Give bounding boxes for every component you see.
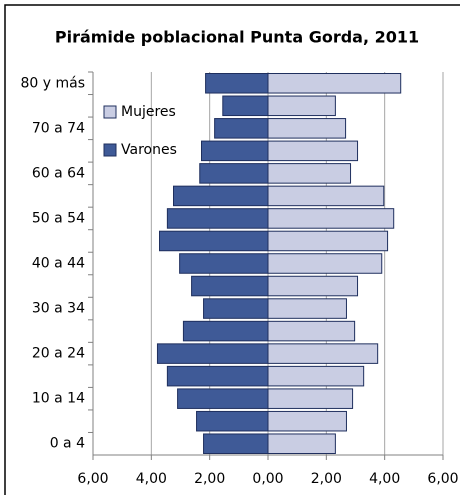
bar — [267, 365, 365, 387]
bar — [267, 275, 359, 297]
y-tick-label: 40 a 44 — [32, 256, 85, 272]
x-tick-label: 6,00 — [77, 471, 108, 487]
x-tick-label: 6,00 — [427, 471, 458, 487]
y-tick-label: 70 a 74 — [32, 120, 85, 136]
y-tick-label: 80 y más — [20, 75, 85, 91]
y-tick-label: 60 a 64 — [32, 165, 85, 181]
bar — [267, 230, 389, 252]
bar — [179, 253, 269, 274]
bar — [267, 410, 347, 432]
legend-label: Varones — [121, 142, 177, 158]
bar — [177, 388, 269, 409]
bar — [166, 208, 269, 229]
chart-frame — [4, 4, 460, 495]
bar — [214, 118, 269, 139]
legend-swatch — [103, 105, 117, 119]
y-tick-label: 30 a 34 — [32, 301, 85, 317]
bar — [267, 433, 336, 454]
bar — [203, 433, 269, 454]
x-tick-label: 2,00 — [311, 471, 342, 487]
y-tick-label: 20 a 24 — [32, 346, 85, 362]
y-tick-label: 10 a 14 — [32, 391, 85, 407]
bar — [159, 230, 269, 252]
bar — [267, 343, 379, 364]
bar — [222, 95, 269, 117]
bar — [267, 163, 352, 184]
bar — [196, 410, 269, 432]
bar — [267, 253, 383, 274]
bar — [205, 73, 269, 94]
bar — [267, 140, 359, 162]
x-tick-label: 4,00 — [369, 471, 400, 487]
y-tick-label: 50 a 54 — [32, 210, 85, 226]
bar — [203, 298, 269, 319]
bar — [267, 185, 385, 207]
x-tick-label: 4,00 — [136, 471, 167, 487]
bar — [182, 320, 269, 342]
y-tick-label: 0 a 4 — [50, 436, 85, 452]
legend-swatch — [103, 143, 117, 157]
x-tick-label: 0,00 — [252, 471, 283, 487]
bar — [267, 118, 347, 139]
bar — [267, 320, 356, 342]
bar — [173, 185, 269, 207]
bar — [267, 298, 347, 319]
bar — [201, 140, 269, 162]
bar — [156, 343, 269, 364]
chart-title: Pirámide poblacional Punta Gorda, 2011 — [55, 28, 419, 47]
bar — [199, 163, 269, 184]
bar — [267, 95, 336, 117]
bar — [267, 73, 402, 94]
bar — [191, 275, 269, 297]
bar — [267, 388, 354, 409]
bar — [166, 365, 269, 387]
legend-label: Mujeres — [121, 104, 176, 120]
x-tick-label: 2,00 — [194, 471, 225, 487]
bar — [267, 208, 395, 229]
